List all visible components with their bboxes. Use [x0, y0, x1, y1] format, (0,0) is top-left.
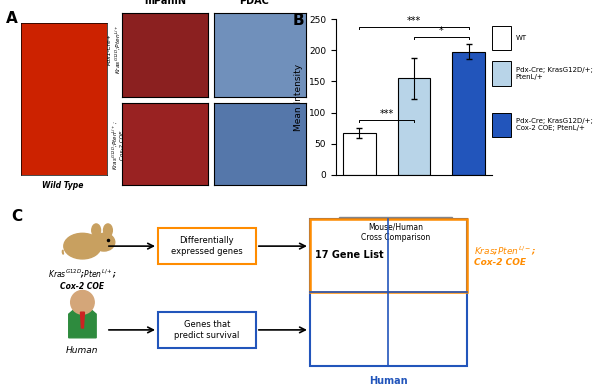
- Text: WT: WT: [516, 35, 527, 41]
- Bar: [310, 218, 467, 293]
- Polygon shape: [69, 308, 96, 338]
- Text: Human: Human: [369, 376, 407, 386]
- Text: 17 Gene List: 17 Gene List: [314, 251, 383, 260]
- Bar: [310, 218, 467, 366]
- Text: Pdx-Cre; KrasG12D/+;
PtenL/+: Pdx-Cre; KrasG12D/+; PtenL/+: [516, 67, 593, 80]
- Text: ***: ***: [380, 109, 394, 120]
- Text: Pdx1-Cre+
$Kras^{G12D}$;$Pten^{L/+}$: Pdx1-Cre+ $Kras^{G12D}$;$Pten^{L/+}$: [107, 24, 122, 74]
- Text: $Kras^{G12D}$;$Pten^{L/+}$;
Cox-2 COE: $Kras^{G12D}$;$Pten^{L/+}$; Cox-2 COE: [48, 268, 117, 291]
- Y-axis label: Mean Intensity: Mean Intensity: [295, 63, 304, 131]
- Ellipse shape: [104, 224, 112, 237]
- Text: mPanIN: mPanIN: [144, 0, 186, 6]
- Text: Mouse/Human
Cross Comparison: Mouse/Human Cross Comparison: [361, 223, 430, 242]
- Bar: [339, 217, 452, 248]
- Text: Differentially
expressed genes: Differentially expressed genes: [171, 236, 243, 256]
- Text: Pdx-Cre; KrasG12D/+;
Cox-2 COE; PtenL/+: Pdx-Cre; KrasG12D/+; Cox-2 COE; PtenL/+: [516, 118, 593, 132]
- Circle shape: [71, 291, 94, 314]
- Text: B: B: [292, 13, 304, 28]
- Polygon shape: [80, 312, 85, 328]
- Text: Human: Human: [66, 346, 98, 355]
- Bar: [158, 229, 256, 264]
- Ellipse shape: [93, 233, 115, 251]
- Text: C: C: [11, 209, 22, 223]
- Bar: [492, 113, 511, 137]
- Ellipse shape: [92, 224, 101, 237]
- Bar: [492, 26, 511, 50]
- Text: PDAC: PDAC: [239, 0, 269, 6]
- Bar: [452, 52, 485, 175]
- Text: Wild Type: Wild Type: [42, 181, 83, 190]
- Text: A: A: [6, 12, 18, 26]
- Bar: [343, 133, 376, 175]
- Text: Genes that
predict survival: Genes that predict survival: [174, 320, 239, 340]
- Text: $Kras$;$Pten^{L/-}$;
Cox-2 COE: $Kras$;$Pten^{L/-}$; Cox-2 COE: [475, 244, 537, 267]
- Text: ***: ***: [407, 16, 421, 26]
- Ellipse shape: [64, 233, 101, 259]
- Bar: [158, 312, 256, 348]
- Bar: [492, 61, 511, 86]
- Text: Pdx1-Cre+
$Kras^{G12D}$;$Pten^{L/+}$;
Cox-2 COE: Pdx1-Cre+ $Kras^{G12D}$;$Pten^{L/+}$; Co…: [104, 121, 125, 170]
- Text: *: *: [439, 26, 443, 36]
- Bar: [398, 78, 430, 175]
